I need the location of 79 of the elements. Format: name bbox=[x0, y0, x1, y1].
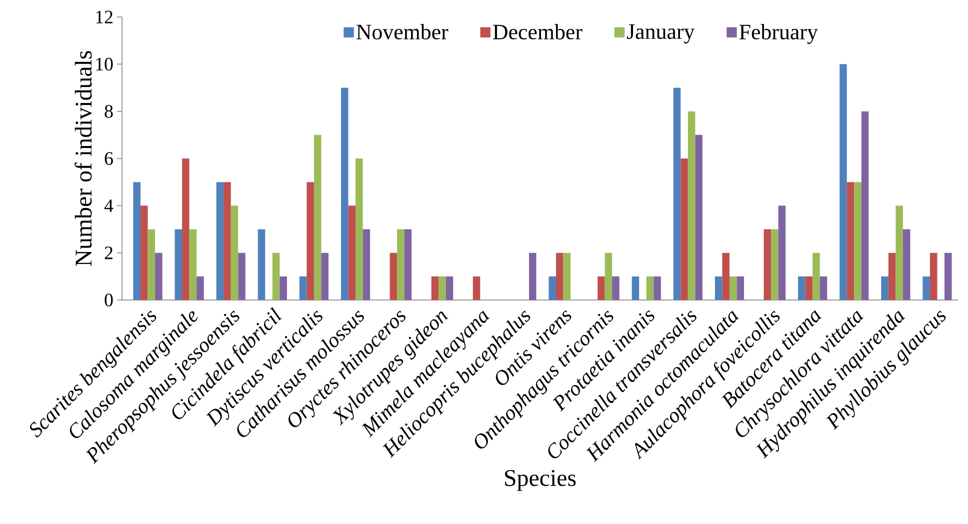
bar bbox=[230, 206, 238, 300]
y-tick-label: 4 bbox=[104, 199, 114, 212]
bar bbox=[306, 182, 314, 300]
bar bbox=[548, 276, 556, 300]
bar bbox=[238, 252, 246, 300]
y-tick-label: 2 bbox=[104, 246, 112, 260]
bar bbox=[654, 276, 661, 300]
bar bbox=[280, 276, 287, 300]
bar bbox=[148, 229, 156, 300]
bar bbox=[216, 182, 224, 300]
bar bbox=[155, 252, 162, 300]
bar bbox=[729, 276, 737, 300]
bar bbox=[820, 276, 828, 300]
bar bbox=[888, 252, 896, 300]
bar bbox=[604, 252, 612, 300]
bar bbox=[321, 252, 329, 300]
y-tick-label: 10 bbox=[96, 58, 113, 71]
bar bbox=[930, 252, 938, 300]
bar bbox=[902, 229, 910, 300]
bar bbox=[362, 229, 370, 300]
bar bbox=[695, 134, 702, 300]
bar bbox=[258, 229, 266, 300]
y-tick-label: 12 bbox=[96, 10, 112, 24]
bar bbox=[563, 252, 571, 300]
bar bbox=[922, 276, 930, 300]
bar bbox=[673, 88, 681, 300]
bar bbox=[854, 182, 862, 300]
legend-label: December bbox=[493, 24, 582, 40]
bar bbox=[846, 182, 854, 300]
legend-label: January bbox=[627, 24, 695, 44]
bar bbox=[798, 276, 806, 300]
bar bbox=[182, 158, 190, 300]
bar bbox=[438, 276, 446, 300]
bar bbox=[431, 276, 439, 300]
bar bbox=[314, 134, 322, 300]
bar bbox=[944, 252, 952, 300]
y-tick-label: 6 bbox=[104, 152, 113, 165]
legend-label: November bbox=[356, 24, 448, 40]
bar bbox=[390, 252, 398, 300]
bar bbox=[714, 276, 722, 300]
bar bbox=[861, 111, 869, 300]
bar bbox=[174, 229, 182, 300]
bar bbox=[722, 252, 730, 300]
bar bbox=[805, 276, 813, 300]
bar bbox=[404, 229, 412, 300]
bar bbox=[680, 158, 688, 300]
bar bbox=[272, 252, 280, 300]
bar bbox=[736, 276, 744, 300]
bar bbox=[446, 276, 454, 300]
bar bbox=[189, 229, 197, 300]
bar bbox=[896, 206, 903, 300]
y-axis-title: Number of individuals bbox=[74, 51, 92, 266]
bar bbox=[196, 276, 204, 300]
legend-label: February bbox=[739, 24, 818, 44]
bar bbox=[528, 252, 536, 300]
bar bbox=[397, 229, 404, 300]
bar bbox=[472, 276, 480, 300]
y-tick-label: 8 bbox=[104, 104, 113, 118]
bar bbox=[598, 276, 605, 300]
bar bbox=[646, 276, 654, 300]
bar bbox=[224, 182, 231, 300]
y-tick-label: 0 bbox=[104, 294, 113, 306]
bar bbox=[133, 182, 140, 300]
bar bbox=[771, 229, 778, 300]
x-axis-title: Species bbox=[505, 470, 576, 491]
bar bbox=[812, 252, 820, 300]
bar bbox=[140, 206, 148, 300]
bar bbox=[688, 111, 696, 300]
bar bbox=[778, 206, 786, 300]
bar bbox=[356, 158, 363, 300]
bar bbox=[840, 64, 847, 300]
bar bbox=[556, 252, 564, 300]
bar bbox=[881, 276, 888, 300]
bar bbox=[348, 206, 356, 300]
bar bbox=[764, 229, 772, 300]
bar bbox=[299, 276, 307, 300]
bar bbox=[340, 88, 348, 300]
bar bbox=[612, 276, 620, 300]
bar bbox=[632, 276, 640, 300]
